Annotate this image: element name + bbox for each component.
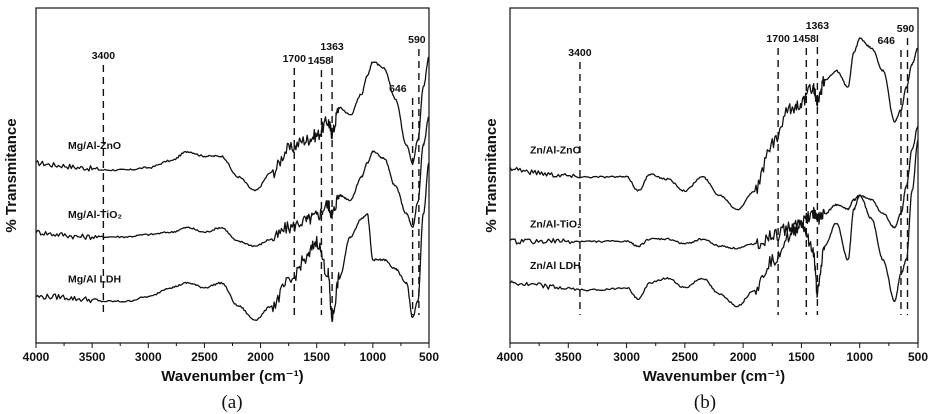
x-tick-label: 500 bbox=[419, 350, 439, 364]
spectrum-line bbox=[509, 125, 919, 250]
peak-label: 590 bbox=[408, 34, 426, 46]
x-tick-label: 4000 bbox=[497, 350, 524, 364]
x-axis-title: Wavenumber (cm⁻¹) bbox=[643, 368, 785, 385]
spectrum-line bbox=[35, 56, 430, 192]
x-tick-label: 500 bbox=[908, 350, 928, 364]
spectrum-line bbox=[509, 37, 919, 211]
panel-caption: (b) bbox=[694, 392, 716, 413]
x-tick-label: 2500 bbox=[191, 350, 218, 364]
x-axis-title: Wavenumber (cm⁻¹) bbox=[161, 368, 303, 385]
spectrum-line bbox=[35, 162, 430, 323]
series-label: Mg/Al-ZnO bbox=[68, 140, 121, 152]
peak-label: 646 bbox=[389, 83, 407, 95]
series-label: Mg/Al LDH bbox=[68, 274, 121, 286]
peak-label: 590 bbox=[897, 23, 915, 35]
x-tick-label: 3500 bbox=[555, 350, 582, 364]
x-tick-label: 2500 bbox=[672, 350, 699, 364]
peak-label: 1700 bbox=[283, 53, 307, 65]
x-tick-label: 3000 bbox=[135, 350, 162, 364]
peak-label: 3400 bbox=[568, 47, 592, 59]
x-tick-label: 2000 bbox=[730, 350, 757, 364]
peak-label: 1363 bbox=[320, 41, 344, 53]
series-label: Zn/Al-ZnO bbox=[530, 145, 581, 157]
x-tick-label: 1500 bbox=[788, 350, 815, 364]
x-tick-label: 4000 bbox=[23, 350, 50, 364]
y-axis-title: % Transmitance bbox=[483, 118, 500, 232]
y-axis-title: % Transmitance bbox=[3, 118, 20, 232]
x-tick-label: 1500 bbox=[303, 350, 330, 364]
panel-a: 4000 3500 3000 2500 2000 1500 1000 500 Wavenumbe… bbox=[3, 7, 439, 413]
spectrum-line bbox=[35, 116, 430, 248]
panel-b: 4000 3500 3000 2500 2000 1500 1000 500 Wavenumbe… bbox=[483, 7, 928, 413]
spectrum-line bbox=[509, 139, 919, 308]
peak-label: 1700 bbox=[766, 33, 790, 45]
series-label: Zn/Al-TiO₂ bbox=[530, 218, 582, 230]
panel-caption: (a) bbox=[221, 392, 242, 413]
peak-label: 3400 bbox=[92, 50, 116, 62]
peak-label: 1458 bbox=[308, 55, 332, 67]
series-label: Zn/Al LDH bbox=[530, 260, 581, 272]
x-tick-label: 3500 bbox=[79, 350, 106, 364]
series-label: Mg/Al-TiO₂ bbox=[68, 209, 122, 221]
x-tick-label: 1000 bbox=[846, 350, 873, 364]
x-tick-label: 2000 bbox=[247, 350, 274, 364]
peak-label: 1363 bbox=[806, 20, 830, 32]
x-tick-label: 3000 bbox=[613, 350, 640, 364]
peak-label: 1458 bbox=[793, 33, 817, 45]
x-tick-label: 1000 bbox=[360, 350, 387, 364]
peak-label: 646 bbox=[877, 35, 895, 47]
